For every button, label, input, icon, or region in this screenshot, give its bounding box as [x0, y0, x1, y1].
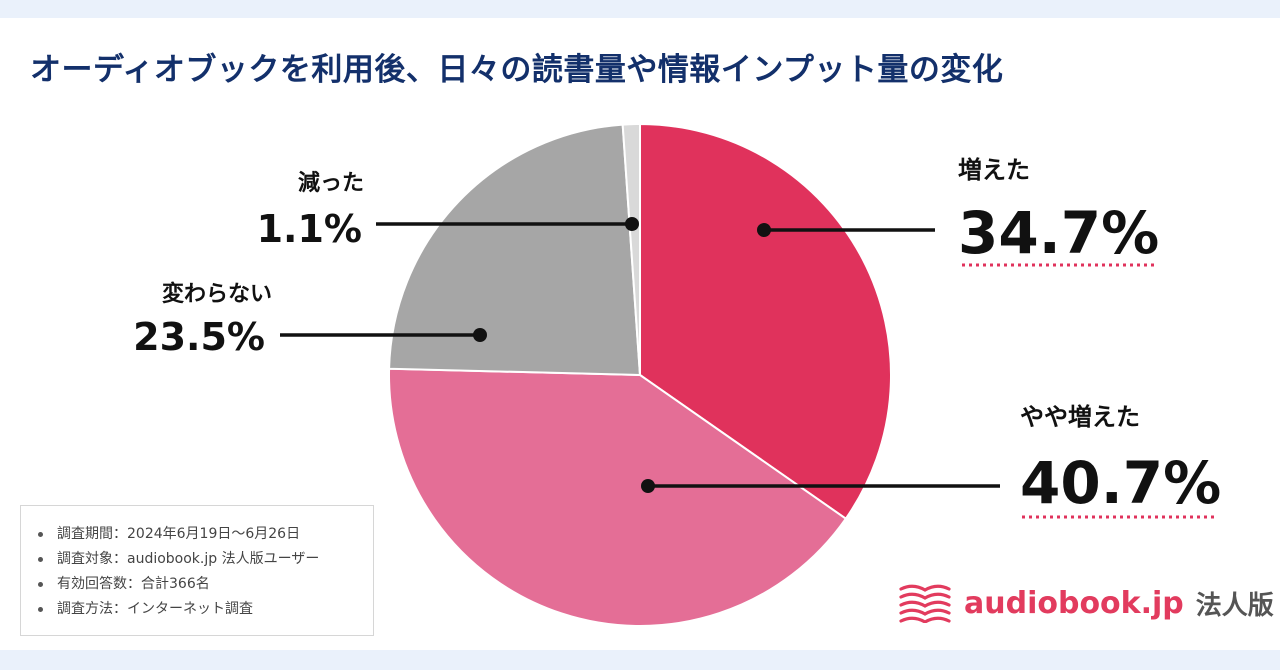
- pie-slice: [388, 123, 642, 377]
- slice-label: やや増えた: [1020, 403, 1140, 431]
- slice-label: 変わらない: [162, 281, 272, 307]
- survey-notes: 調査期間：2024年6月19日〜6月26日 調査対象：audiobook.jp …: [20, 505, 374, 636]
- pie-slice: [388, 367, 848, 627]
- pie-slice: [639, 122, 892, 521]
- slice-percentage: 34.7%: [958, 199, 1159, 267]
- logo-sub: 法人版: [1195, 590, 1274, 621]
- note-item: 調査方法：インターネット調査: [35, 597, 361, 622]
- leader-dot: [473, 328, 487, 342]
- slice-percentage: 40.7%: [1020, 449, 1221, 517]
- brand-logo: audiobook.jp 法人版: [898, 581, 1274, 625]
- slice-label: 増えた: [958, 156, 1030, 184]
- note-item: 有効回答数：合計366名: [35, 572, 361, 597]
- leader-dot: [625, 217, 639, 231]
- logo-text: audiobook.jp: [964, 585, 1184, 621]
- note-item: 調査対象：audiobook.jp 法人版ユーザー: [35, 547, 361, 572]
- infographic-card: オーディオブックを利用後、日々の読書量や情報インプット量の変化 増えた 34.7%…: [0, 18, 1280, 650]
- slice-label: 減った: [298, 171, 364, 196]
- slice-percentage: 1.1%: [257, 207, 362, 251]
- note-item: 調査期間：2024年6月19日〜6月26日: [35, 522, 361, 547]
- pie-slice: [621, 122, 641, 376]
- leader-dot: [641, 479, 655, 493]
- slice-percentage: 23.5%: [133, 315, 265, 359]
- chart-title: オーディオブックを利用後、日々の読書量や情報インプット量の変化: [30, 52, 1004, 88]
- leader-dot: [757, 223, 771, 237]
- open-book-icon: [899, 584, 951, 623]
- pie-chart: 増えた 34.7% やや増えた 40.7% 変わらない 23.5% 減った 1.1%: [133, 122, 1221, 627]
